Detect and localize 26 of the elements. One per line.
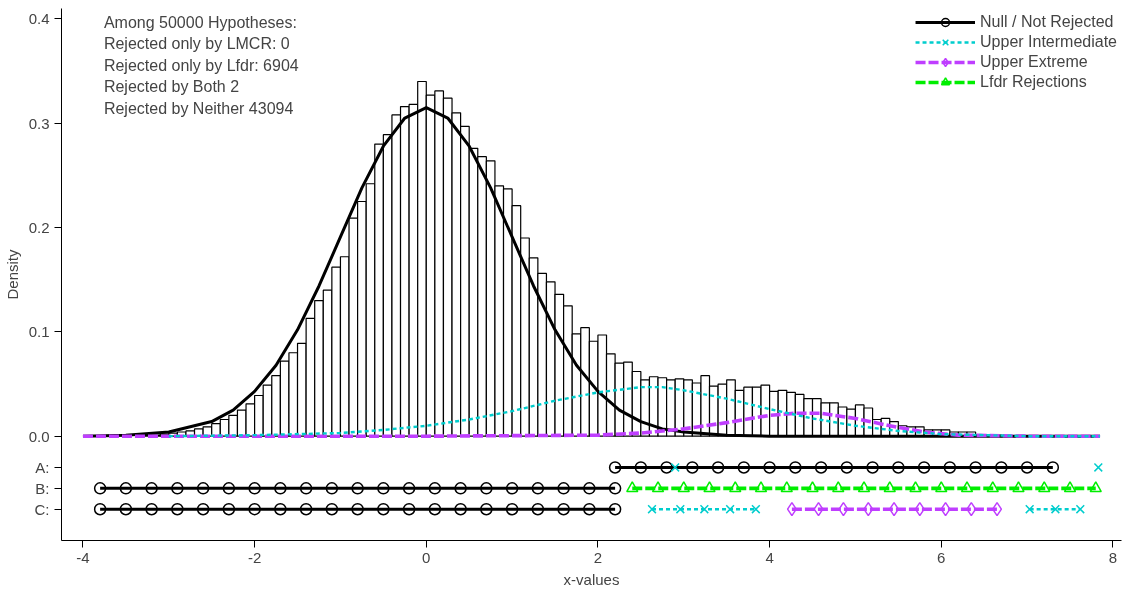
x-tick-label: 0: [422, 548, 431, 566]
legend-label: Upper Intermediate: [980, 33, 1117, 51]
annotation: Rejected by Both 2: [103, 78, 240, 96]
annotation: Among 50000 Hypotheses:: [103, 13, 297, 31]
annotation: Rejected by Neither 43094: [103, 100, 294, 117]
legend-label: Null / Not Rejected: [980, 13, 1114, 31]
y-tick-label: 0.1: [28, 323, 50, 341]
x-axis-title: x-values: [563, 570, 620, 588]
y-tick-label: C:: [34, 500, 50, 518]
x-tick-label: 8: [1108, 548, 1118, 566]
x-tick-label: 6: [937, 548, 946, 566]
x-tick-label: -4: [76, 548, 90, 566]
annotation: Rejected only by Lfdr: 6904: [103, 56, 299, 74]
y-tick-label: 0.4: [28, 10, 50, 28]
y-tick-label: 0.0: [28, 427, 50, 445]
annotation: Rejected only by LMCR: 0: [103, 35, 290, 53]
y-tick-label: 0.3: [28, 114, 50, 132]
legend-label: Lfdr Rejections: [980, 73, 1087, 91]
y-tick-label: 0.2: [28, 219, 50, 237]
legend-label: Upper Extreme: [980, 53, 1088, 71]
y-axis-title: Density: [3, 248, 21, 300]
x-tick-label: 4: [765, 548, 774, 566]
y-tick-label: A:: [35, 458, 50, 476]
x-tick-label: -2: [247, 548, 262, 566]
y-tick-label: B:: [35, 479, 50, 497]
x-tick-label: 2: [593, 548, 603, 566]
